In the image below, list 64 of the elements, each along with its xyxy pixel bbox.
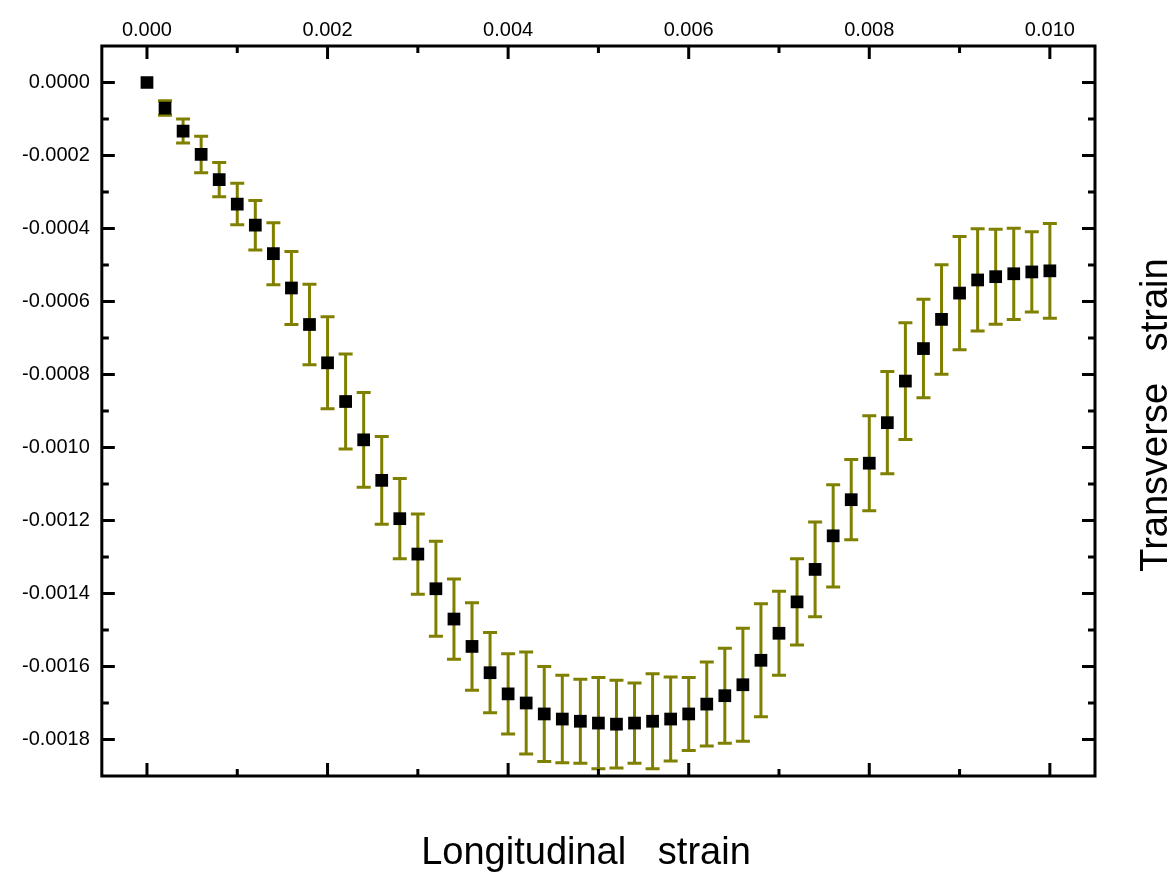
point	[772, 626, 786, 640]
point	[267, 247, 280, 261]
y-tick-label: -0.0016	[21, 654, 90, 677]
point	[899, 374, 912, 388]
point	[519, 696, 533, 710]
point	[989, 270, 1003, 284]
point	[230, 197, 244, 211]
point	[754, 653, 768, 667]
point	[646, 714, 659, 728]
x-axis-title: Longitudinal strain	[420, 830, 752, 873]
point	[212, 173, 226, 186]
point	[628, 716, 641, 730]
y-tick-label: 0.0000	[28, 70, 90, 93]
point	[465, 640, 479, 653]
y-axis-title: Transverse strain	[1132, 258, 1172, 572]
x-tick-label: 0.010	[1024, 17, 1075, 40]
y-tick-label: -0.0006	[21, 289, 90, 312]
y-tick-label: -0.0018	[21, 727, 90, 750]
y-tick-label: -0.0010	[21, 435, 90, 458]
point	[953, 286, 966, 300]
point	[411, 547, 425, 561]
point	[664, 712, 678, 726]
point	[1007, 267, 1021, 281]
point	[194, 148, 208, 161]
y-tick-label: -0.0002	[21, 143, 90, 166]
point	[140, 76, 154, 89]
point	[248, 218, 262, 232]
y-tick-label: -0.0004	[21, 216, 90, 239]
point	[917, 342, 930, 355]
point	[844, 493, 858, 507]
point	[718, 689, 732, 703]
point	[375, 473, 389, 487]
x-tick-label: 0.002	[302, 17, 353, 40]
point	[1043, 264, 1057, 278]
x-tick-label: 0.004	[483, 17, 534, 40]
point	[1025, 265, 1039, 279]
x-tick-label: 0.000	[121, 17, 173, 40]
point	[935, 313, 948, 326]
point	[700, 697, 714, 711]
point	[483, 666, 497, 680]
point	[429, 582, 443, 596]
point	[357, 433, 371, 447]
y-tick-label: -0.0014	[21, 581, 90, 604]
point	[610, 717, 623, 731]
point	[285, 281, 298, 295]
point	[573, 714, 587, 728]
point	[303, 318, 316, 331]
point	[971, 273, 984, 287]
point	[808, 563, 822, 576]
point	[555, 712, 569, 726]
point	[339, 395, 352, 408]
point	[321, 356, 334, 370]
point	[862, 456, 876, 470]
y-tick-label: -0.0012	[21, 508, 90, 531]
point	[880, 416, 894, 430]
x-tick-label: 0.006	[663, 17, 714, 40]
point	[682, 707, 696, 721]
point	[537, 707, 551, 721]
x-tick-label: 0.008	[844, 17, 895, 40]
point	[393, 512, 407, 526]
point	[592, 716, 605, 730]
point	[736, 678, 750, 692]
point	[826, 529, 840, 543]
y-tick-label: -0.0008	[21, 362, 90, 385]
